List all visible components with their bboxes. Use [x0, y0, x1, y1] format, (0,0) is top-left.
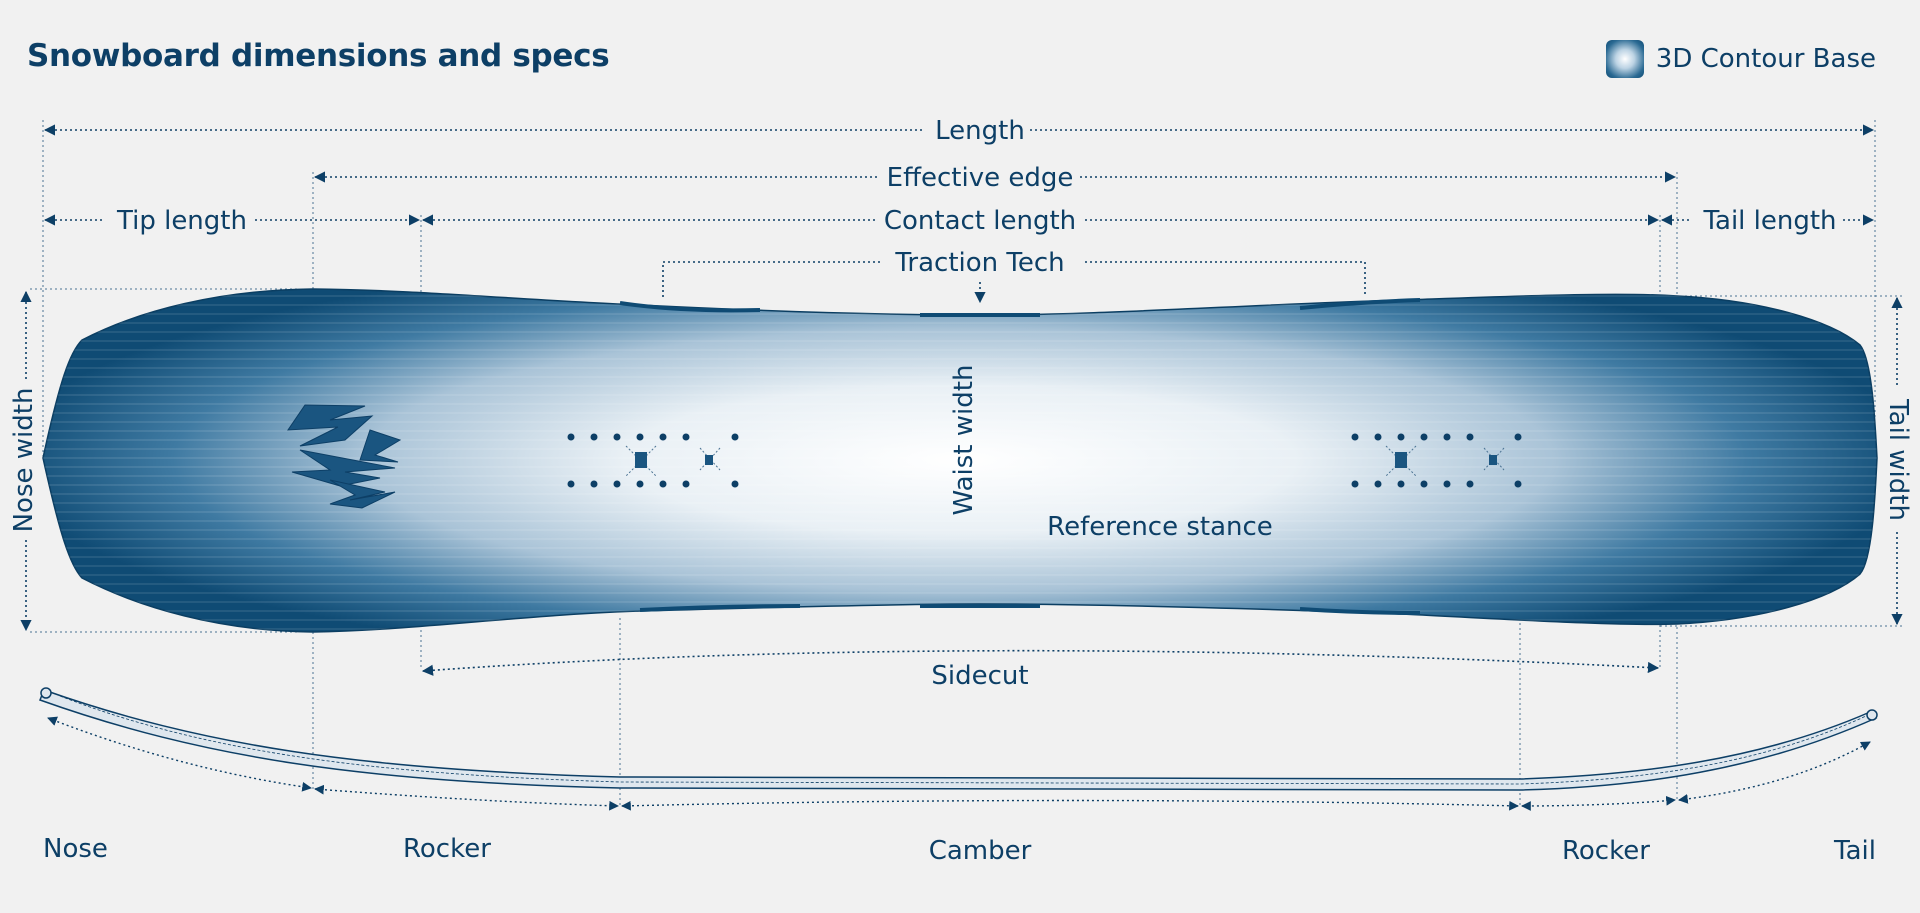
label-nose-width: Nose width — [9, 388, 39, 533]
profile-label-camber: Camber — [929, 836, 1032, 866]
profile-label-tail: Tail — [1833, 836, 1876, 866]
label-tip-length: Tip length — [116, 206, 247, 236]
label-tail-width: Tail width — [1883, 398, 1913, 521]
label-sidecut: Sidecut — [931, 661, 1028, 691]
label-effective-edge: Effective edge — [887, 163, 1074, 193]
label-traction-tech: Traction Tech — [894, 248, 1064, 278]
profile-arrows — [47, 716, 1871, 811]
label-waist-width: Waist width — [949, 365, 979, 516]
profile-label-rocker-left: Rocker — [403, 834, 491, 864]
gradient-swatch-icon — [1605, 40, 1644, 78]
snowboard-top-view — [42, 288, 1878, 633]
snowboard-profile — [39, 687, 1878, 791]
brand-logo — [287, 404, 402, 509]
inserts-right — [1351, 433, 1522, 488]
label-length: Length — [935, 116, 1025, 146]
page-title: Snowboard dimensions and specs — [27, 38, 610, 74]
label-reference-stance: Reference stance — [1047, 512, 1273, 542]
legend: 3D Contour Base — [1605, 40, 1876, 78]
label-contact-length: Contact length — [884, 206, 1076, 236]
inserts-left — [567, 433, 739, 488]
profile-label-rocker-right: Rocker — [1562, 836, 1650, 866]
profile-label-nose: Nose — [43, 834, 108, 864]
legend-label: 3D Contour Base — [1655, 44, 1876, 74]
label-tail-length: Tail length — [1702, 206, 1836, 236]
